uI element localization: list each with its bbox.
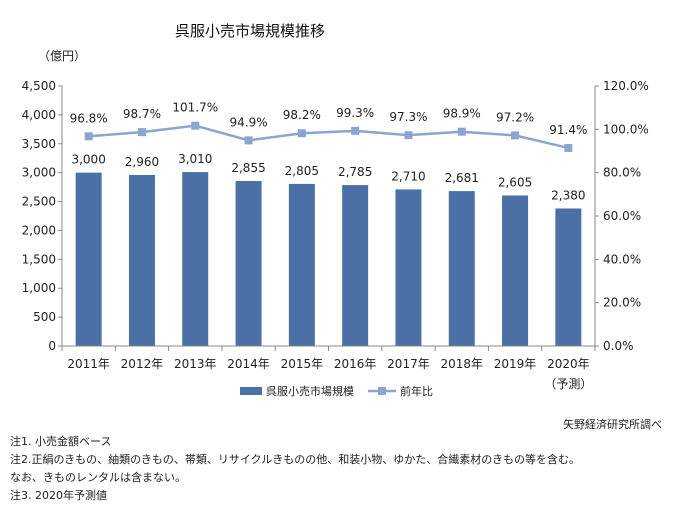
x-tick-label: 2017年: [387, 357, 430, 371]
axes: 0 500 1,000 1,500 2,000 2,500 3,000 3,500 4,000 4…: [22, 49, 649, 391]
y-tick-label: 3,500: [22, 137, 56, 151]
bar: [75, 172, 102, 346]
legend-line-marker: [378, 387, 386, 395]
line-value-label: 98.2%: [283, 108, 321, 122]
line-marker: [297, 129, 306, 138]
y-tick-label: 500: [33, 310, 56, 324]
x-tick-label: 2014年: [227, 357, 270, 371]
notes: 注1. 小売金額ベース 注2.正絹のきもの、紬類のきもの、帯類、リサイクルきもの…: [10, 433, 580, 505]
line-marker: [351, 126, 360, 135]
y2-tick-label: 60.0%: [603, 209, 641, 223]
y-tick-label: 2,000: [22, 223, 56, 237]
y-tick-label: 2,500: [22, 195, 56, 209]
bar: [448, 191, 475, 346]
legend-bar-swatch: [240, 387, 262, 395]
line-value-label: 98.9%: [443, 107, 481, 121]
bar-value-label: 2,681: [445, 171, 479, 185]
data-labels: 3,000 2,960 3,010 2,855 2,805 2,785 2,710 2,681…: [70, 101, 588, 203]
y2-tick-label: 20.0%: [603, 296, 641, 310]
chart-title: 呉服小売市場規模推移: [174, 22, 325, 40]
y-tick-label: 3,000: [22, 166, 56, 180]
line-marker: [511, 131, 520, 140]
line-value-label: 98.7%: [123, 107, 161, 121]
bar-value-label: 3,010: [178, 152, 212, 166]
legend-bar-label: 呉服小売市場規模: [266, 384, 354, 398]
bar-value-label: 3,000: [71, 153, 105, 167]
bar: [555, 208, 582, 346]
bar: [502, 195, 529, 346]
x-tick-label: 2015年: [281, 357, 324, 371]
note-3: なお、きものレンタルは含まない。: [10, 471, 186, 484]
x-tick-label: 2013年: [174, 357, 217, 371]
bar: [235, 181, 262, 346]
x-tick-label: 2019年: [494, 357, 537, 371]
y-tick-label: 1,500: [22, 252, 56, 266]
bar: [128, 174, 155, 346]
y2-tick-label: 80.0%: [603, 166, 641, 180]
x-tick-label: 2011年: [67, 357, 110, 371]
bar-value-label: 2,805: [285, 164, 319, 178]
y-tick-label: 1,000: [22, 281, 56, 295]
note-1: 注1. 小売金額ベース: [10, 435, 112, 448]
x-tick-label: 2016年: [334, 357, 377, 371]
bar-value-label: 2,380: [551, 188, 585, 202]
bar-value-label: 2,855: [231, 161, 265, 175]
y-tick-label: 0: [48, 339, 56, 353]
y-tick-label: 4,000: [22, 108, 56, 122]
legend-line-label: 前年比: [400, 384, 433, 398]
legend: 呉服小売市場規模 前年比: [240, 384, 433, 398]
line-marker: [244, 136, 253, 145]
y2-tick-label: 0.0%: [603, 339, 634, 353]
line-value-label: 97.2%: [496, 110, 534, 124]
bar-value-label: 2,710: [391, 169, 425, 183]
bar-value-label: 2,785: [338, 165, 372, 179]
bar-series: [75, 172, 582, 346]
line-marker: [137, 128, 146, 137]
y-tick-label: 4,500: [22, 79, 56, 93]
bar: [182, 172, 209, 346]
bar-value-label: 2,605: [498, 175, 532, 189]
line-marker: [564, 143, 573, 152]
y-axis-label: （億円）: [38, 49, 86, 63]
line-value-label: 97.3%: [389, 110, 427, 124]
line-marker: [404, 131, 413, 140]
y2-tick-label: 120.0%: [603, 79, 649, 93]
line-value-label: 91.4%: [549, 123, 587, 137]
line-value-label: 96.8%: [70, 111, 108, 125]
note-4: 注3. 2020年予測値: [10, 489, 107, 502]
line-value-label: 94.9%: [229, 115, 267, 129]
line-series: [84, 121, 573, 152]
source-credit: 矢野経済研究所調べ: [563, 418, 662, 431]
line-value-label: 101.7%: [172, 101, 218, 115]
y2-tick-label: 40.0%: [603, 252, 641, 266]
bar: [288, 183, 315, 346]
x-category-note: （予測）: [544, 377, 592, 391]
line-marker: [191, 121, 200, 130]
x-tick-label: 2020年: [547, 357, 590, 371]
line-value-label: 99.3%: [336, 106, 374, 120]
line-marker: [457, 127, 466, 136]
line-path: [88, 124, 569, 150]
y2-tick-label: 100.0%: [603, 122, 649, 136]
note-2: 注2.正絹のきもの、紬類のきもの、帯類、リサイクルきものの他、和装小物、ゆかた、…: [10, 453, 580, 466]
line-marker: [84, 132, 93, 141]
x-tick-label: 2012年: [121, 357, 164, 371]
x-tick-label: 2018年: [440, 357, 483, 371]
bar: [395, 189, 422, 346]
bar-value-label: 2,960: [125, 155, 159, 169]
bar: [342, 185, 369, 346]
